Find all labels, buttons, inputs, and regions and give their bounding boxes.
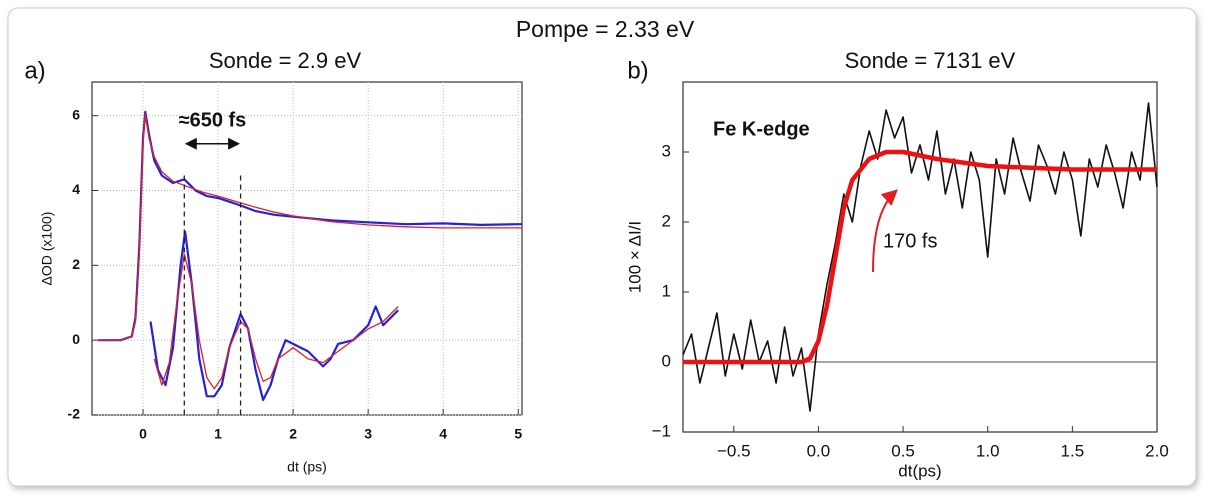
x-tick-label: 1.5 [1061, 441, 1085, 460]
x-tick-label: 3 [364, 426, 372, 442]
x-tick-label: 0.5 [891, 441, 915, 460]
panel-label: b) [627, 57, 648, 84]
x-tick-label: 2.0 [1145, 441, 1169, 460]
rise-arrow [872, 189, 898, 273]
x-axis-label: dt(ps) [898, 461, 941, 480]
plot-area [91, 81, 523, 416]
x-tick-label: 5 [514, 426, 522, 442]
x-tick-label: 4 [439, 426, 447, 442]
plot-area [682, 81, 1158, 433]
x-tick-label: 2 [289, 426, 297, 442]
x-tick-label: −0.5 [717, 441, 751, 460]
figure-title: Pompe = 2.33 eV [516, 16, 695, 42]
y-tick-label: 3 [662, 141, 671, 160]
chart-title: Sonde = 7131 eV [845, 48, 1016, 73]
y-tick-label: 6 [72, 106, 80, 122]
y-tick-label: 0 [662, 351, 671, 370]
edge-annotation: Fe K-edge [713, 118, 810, 140]
y-tick-label: 4 [72, 181, 80, 197]
y-tick-label: 0 [72, 331, 80, 347]
data-line [153, 253, 399, 390]
y-axis-label: ΔOD (x100) [39, 212, 55, 286]
y-tick-label: -2 [68, 406, 81, 422]
y-tick-label: 1 [662, 281, 671, 300]
x-tick-label: 0.0 [807, 441, 831, 460]
x-axis-label: dt (ps) [287, 459, 327, 475]
y-tick-label: 2 [662, 211, 671, 230]
x-tick-label: 1.0 [976, 441, 1000, 460]
panel-label: a) [24, 57, 45, 84]
data-line [683, 149, 1157, 365]
y-tick-label: 2 [72, 256, 80, 272]
y-axis-label: 100 × ΔI/I [625, 221, 644, 293]
data-line [98, 113, 522, 341]
x-tick-label: 1 [214, 426, 222, 442]
data-line [682, 102, 1158, 412]
rise-time-label: 170 fs [883, 230, 937, 252]
chart-title: Sonde = 2.9 eV [209, 48, 362, 73]
y-tick-label: −1 [652, 421, 671, 440]
period-annotation: ≈650 fs [179, 110, 247, 132]
x-tick-label: 0 [139, 426, 147, 442]
